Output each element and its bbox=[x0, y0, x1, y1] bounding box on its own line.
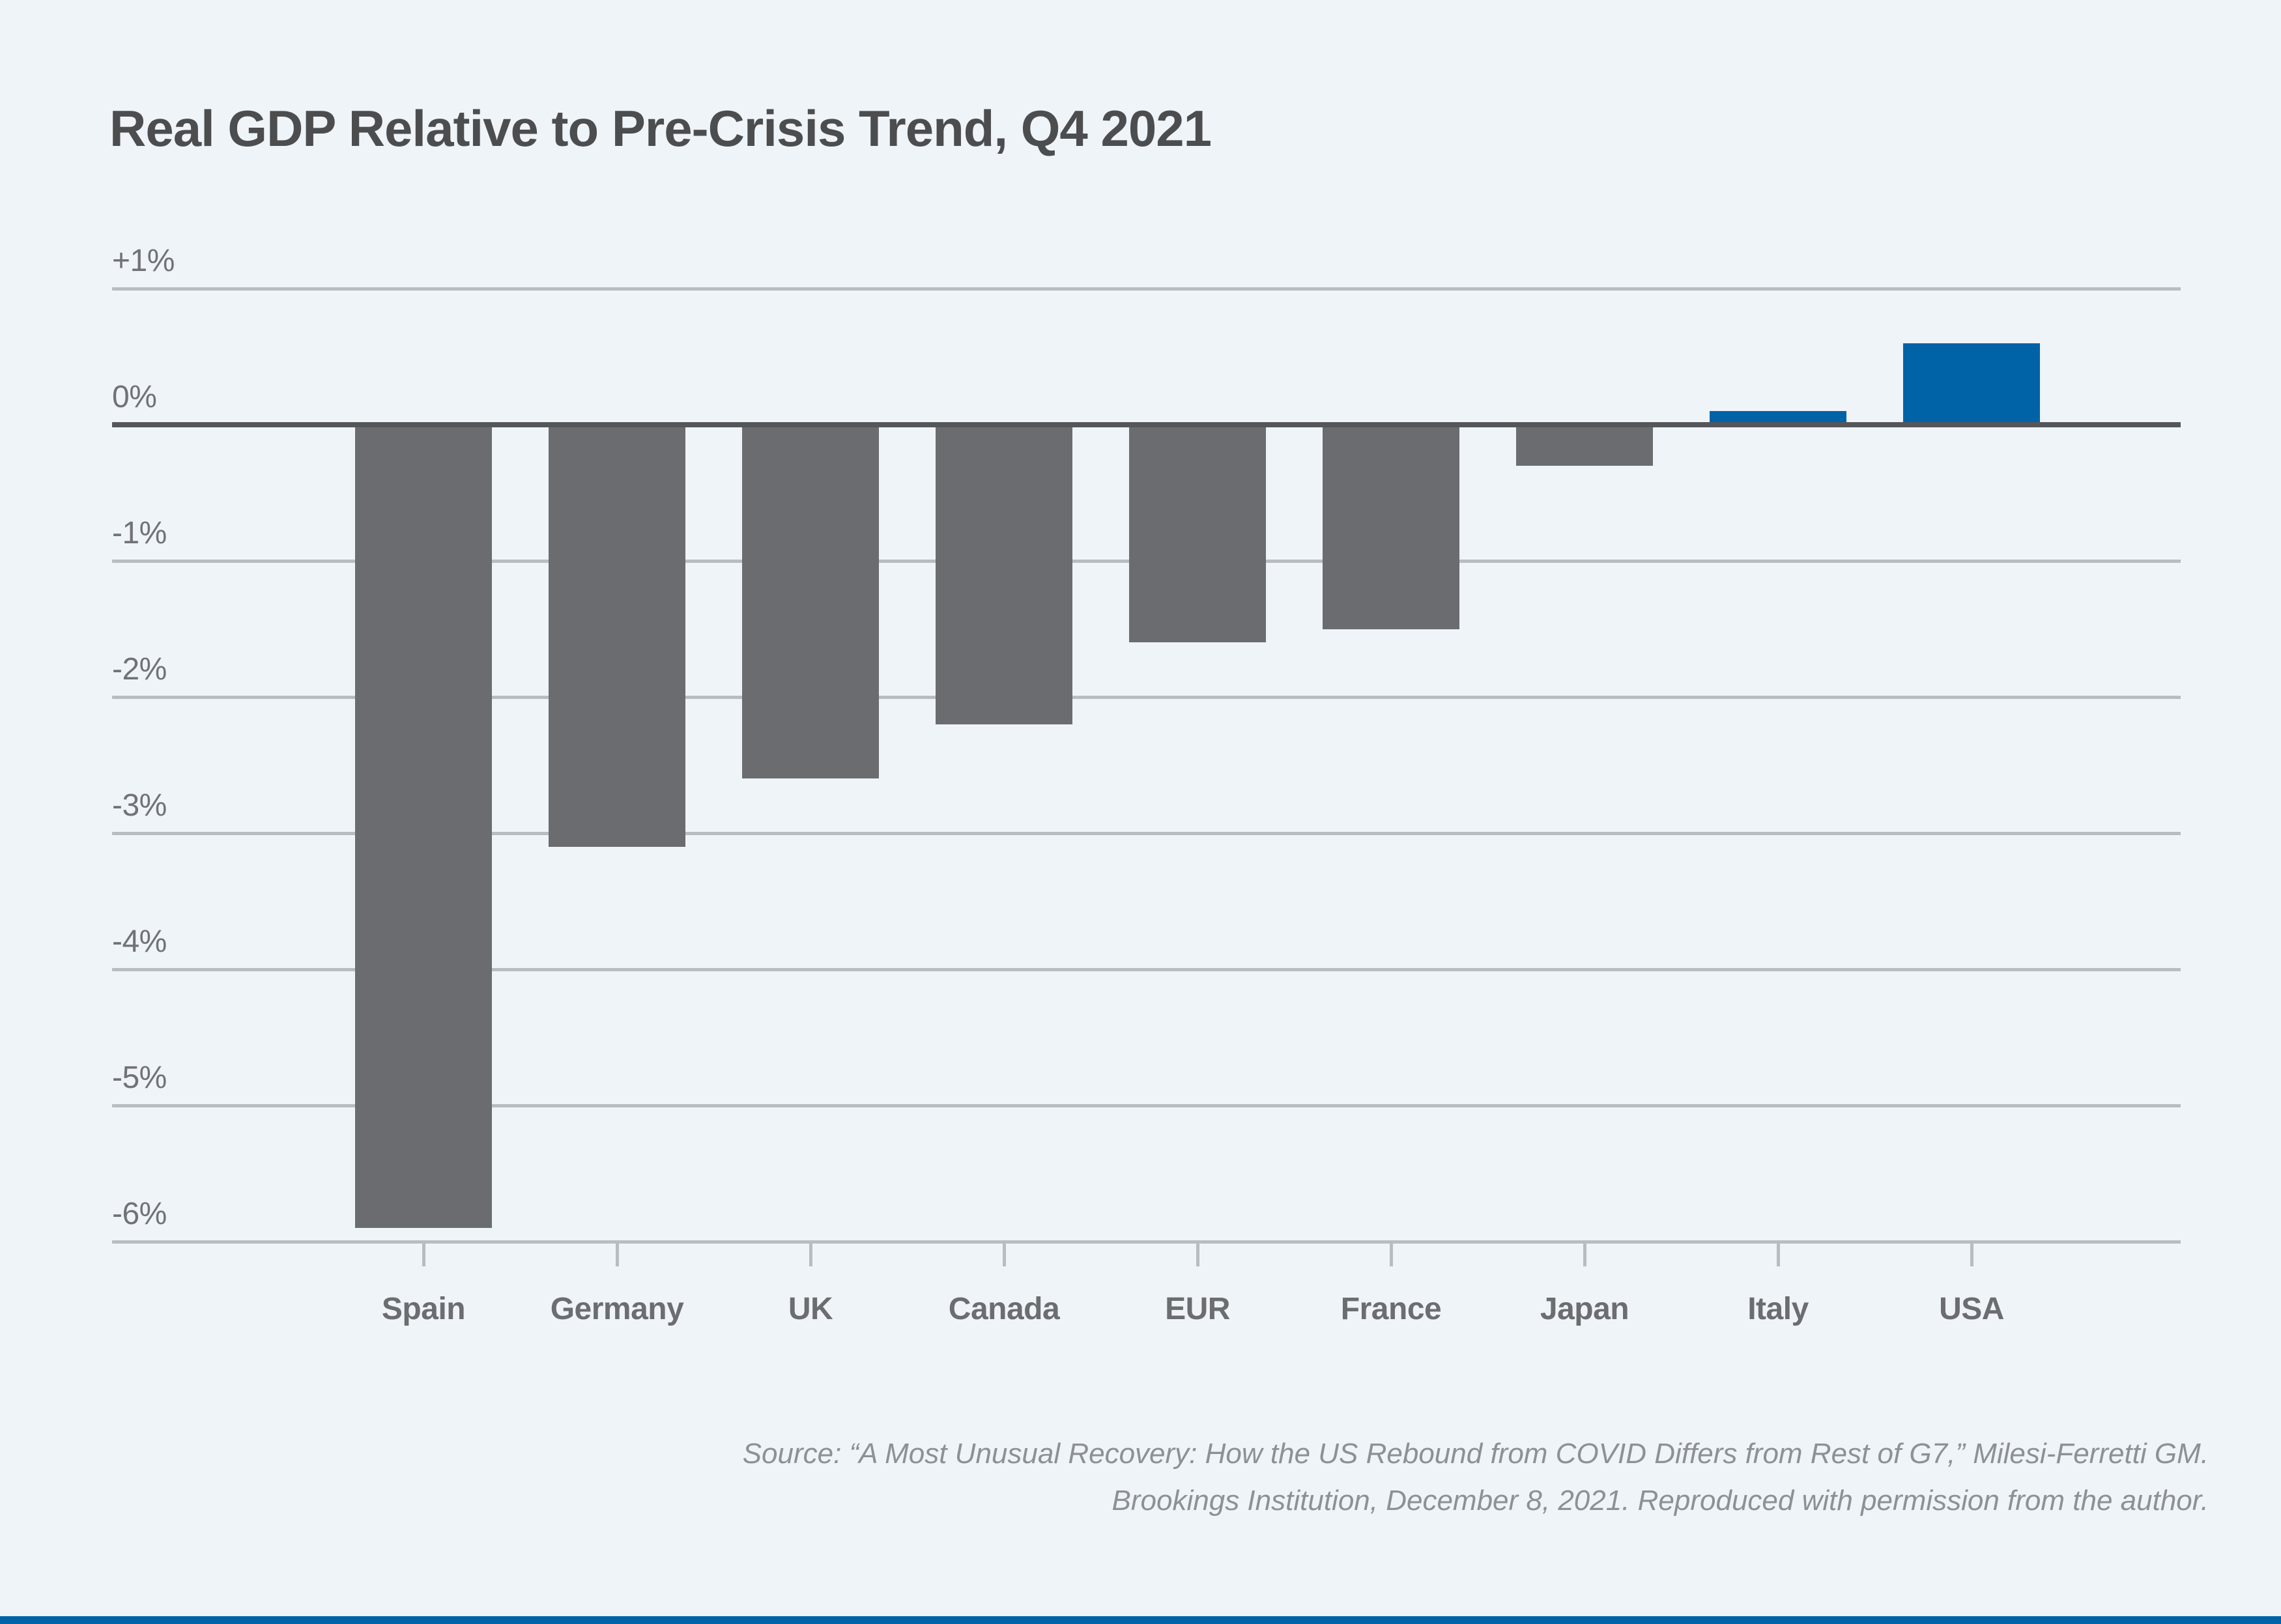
gridline--4% bbox=[112, 968, 2181, 971]
x-tick-france bbox=[1390, 1242, 1393, 1266]
x-tick-italy bbox=[1777, 1242, 1780, 1266]
x-axis-label-usa: USA bbox=[1939, 1292, 2004, 1326]
x-axis-label-france: France bbox=[1340, 1292, 1442, 1326]
source-note-line-2: Brookings Institution, December 8, 2021.… bbox=[1112, 1485, 2209, 1517]
chart-title: Real GDP Relative to Pre-Crisis Trend, Q… bbox=[109, 100, 1212, 157]
source-note-line-1: Source: “A Most Unusual Recovery: How th… bbox=[742, 1438, 2209, 1470]
bar-spain bbox=[355, 425, 492, 1229]
x-axis-label-italy: Italy bbox=[1747, 1292, 1809, 1326]
y-axis-label-+1%: +1% bbox=[112, 244, 175, 278]
x-tick-germany bbox=[616, 1242, 619, 1266]
y-axis-label--6%: -6% bbox=[112, 1197, 167, 1231]
y-axis-label--4%: -4% bbox=[112, 924, 167, 959]
y-axis-label--3%: -3% bbox=[112, 788, 167, 823]
bar-canada bbox=[936, 425, 1072, 724]
y-axis-label--1%: -1% bbox=[112, 516, 167, 550]
bar-eur bbox=[1129, 425, 1266, 643]
x-tick-spain bbox=[422, 1242, 425, 1266]
x-axis-label-canada: Canada bbox=[948, 1292, 1060, 1326]
y-axis-label--5%: -5% bbox=[112, 1061, 167, 1095]
gridline--6% bbox=[112, 1240, 2181, 1244]
gridline--3% bbox=[112, 832, 2181, 835]
x-tick-canada bbox=[1003, 1242, 1006, 1266]
bar-usa bbox=[1903, 343, 2040, 425]
x-axis-label-germany: Germany bbox=[550, 1292, 684, 1326]
x-tick-eur bbox=[1196, 1242, 1199, 1266]
gridline--2% bbox=[112, 696, 2181, 699]
y-axis-label--2%: -2% bbox=[112, 652, 167, 687]
source-note: Source: “A Most Unusual Recovery: How th… bbox=[743, 1431, 2209, 1524]
bar-italy bbox=[1710, 411, 1846, 425]
x-tick-usa bbox=[1970, 1242, 1973, 1266]
bar-japan bbox=[1516, 425, 1653, 466]
x-axis-label-uk: UK bbox=[788, 1292, 833, 1326]
y-axis-label-0%: 0% bbox=[112, 380, 157, 414]
gridline-+1% bbox=[112, 287, 2181, 291]
footer-accent-stripe bbox=[0, 1616, 2281, 1624]
x-tick-uk bbox=[809, 1242, 812, 1266]
zero-axis-line bbox=[112, 422, 2181, 427]
bar-germany bbox=[549, 425, 685, 847]
bar-uk bbox=[742, 425, 879, 779]
x-axis-label-japan: Japan bbox=[1540, 1292, 1629, 1326]
x-tick-japan bbox=[1583, 1242, 1586, 1266]
bar-france bbox=[1323, 425, 1459, 629]
x-axis-label-spain: Spain bbox=[381, 1292, 466, 1326]
gridline--5% bbox=[112, 1104, 2181, 1107]
x-axis-label-eur: EUR bbox=[1165, 1292, 1230, 1326]
